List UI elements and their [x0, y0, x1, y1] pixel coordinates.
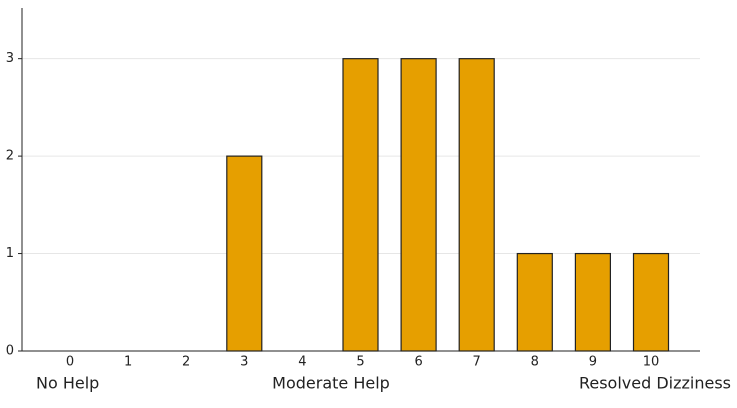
bar [632, 252, 670, 352]
x-tick-label: 9 [589, 355, 597, 370]
bar [342, 58, 379, 352]
x-tick-label: 7 [473, 355, 481, 370]
annotation: Resolved Dizziness [579, 374, 731, 393]
annotation: Moderate Help [272, 374, 390, 393]
x-tick-label: 3 [240, 355, 248, 370]
y-tick-label: 3 [6, 51, 14, 66]
y-tick-label: 2 [6, 149, 14, 164]
y-tick-label: 1 [6, 246, 14, 261]
x-tick-label: 8 [531, 355, 539, 370]
x-tick-label: 2 [182, 355, 190, 370]
bar [574, 252, 612, 352]
x-tick-label: 10 [643, 355, 660, 370]
bar [516, 252, 553, 352]
bar [458, 58, 495, 352]
x-tick-label: 4 [298, 355, 306, 370]
y-tick-label: 0 [6, 344, 14, 359]
x-tick-label: 1 [124, 355, 132, 370]
x-tick-label: 5 [356, 355, 364, 370]
x-tick-label: 0 [66, 355, 74, 370]
annotation: No Help [36, 374, 99, 393]
x-tick-label: 6 [414, 355, 422, 370]
bar [226, 155, 263, 352]
bar [400, 58, 437, 352]
